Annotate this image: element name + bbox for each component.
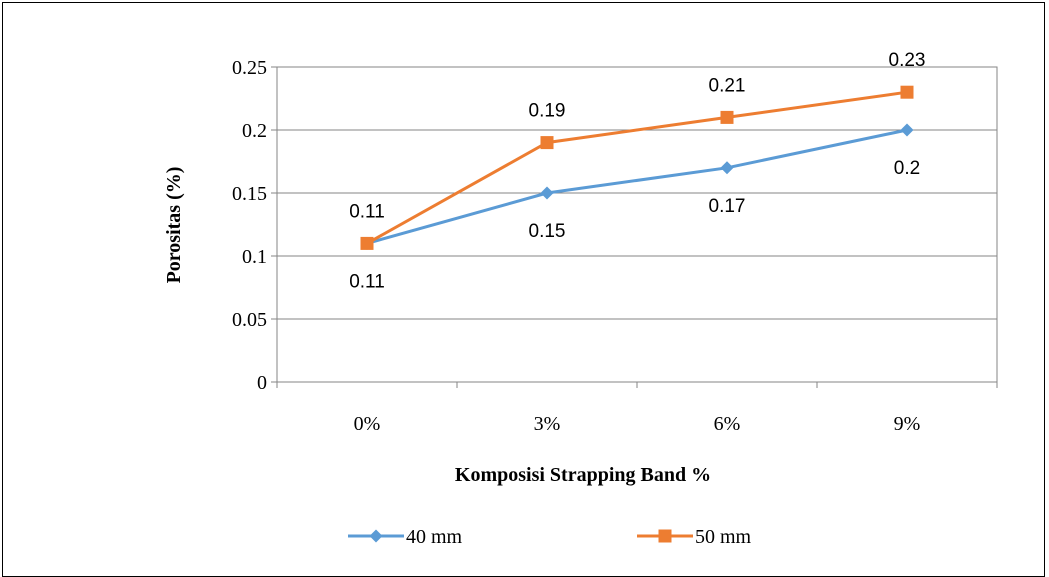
data-point-diamond [900,123,914,137]
series-line [366,90,908,245]
x-tick-label: 6% [714,413,741,435]
data-label: 0.19 [529,101,566,122]
plot-border [276,66,998,383]
data-point-square [360,236,374,250]
legend-marker-square [658,529,672,543]
data-label: 0.11 [349,271,385,292]
plot-area [276,66,998,383]
data-label: 0.17 [709,196,746,217]
legend-marker-diamond [369,529,383,543]
y-tick-label: 0.05 [232,309,267,331]
legend-label: 40 mm [406,526,463,548]
x-tick-label: 3% [534,413,561,435]
y-tick-label: 0.15 [232,183,267,205]
data-point-diamond [540,186,554,200]
legend-label: 50 mm [695,526,752,548]
series-line [366,128,908,245]
y-tick-label: 0.2 [242,120,267,142]
data-label: 0.15 [529,221,566,242]
data-labels: 0.11 0.15 0.17 0.2 0.11 0.19 0.21 0.23 [349,50,925,292]
legend-item: 50 mm [637,526,752,548]
data-point-square [540,136,554,150]
data-label: 0.11 [349,201,385,222]
data-point-diamond [720,161,734,175]
x-tick-label: 0% [354,413,381,435]
y-axis-ticks: 0 0.05 0.1 0.15 0.2 0.25 [232,57,277,394]
data-label: 0.2 [894,158,920,179]
x-axis-title: Komposisi Strapping Band % [455,464,711,486]
series-group [360,85,914,250]
x-axis-ticks: 0% 3% 6% 9% [276,382,998,435]
y-tick-label: 0 [257,372,267,394]
y-tick-label: 0.25 [232,57,267,79]
legend: 40 mm 50 mm [348,526,752,548]
data-point-square [720,110,734,124]
legend-item: 40 mm [348,526,463,548]
data-point-square [900,85,914,99]
x-tick-label: 9% [894,413,921,435]
y-axis-title: Porositas (%) [163,167,185,284]
data-label: 0.23 [889,50,926,71]
gridlines [277,66,997,320]
y-tick-label: 0.1 [242,246,267,268]
data-label: 0.21 [709,75,746,96]
